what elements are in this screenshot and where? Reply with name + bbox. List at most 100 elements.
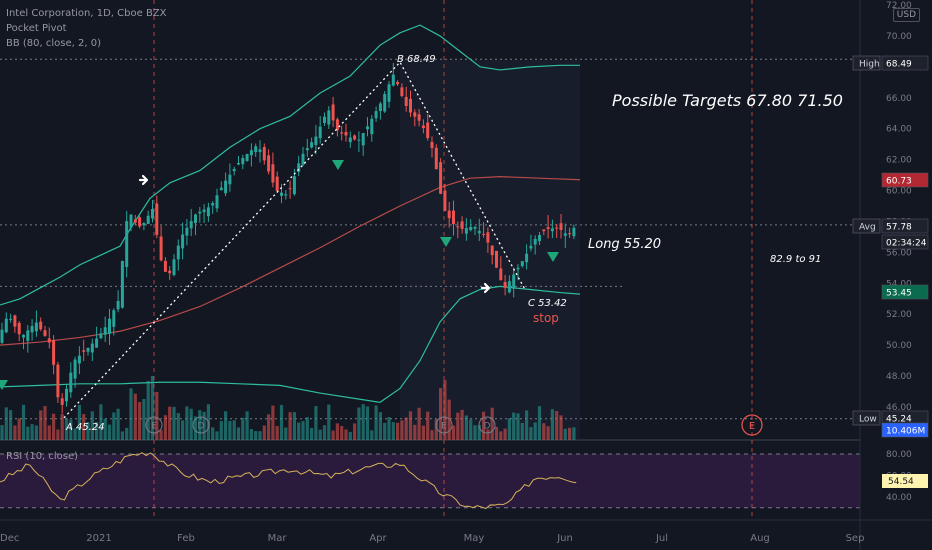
event-marker-icon[interactable] xyxy=(478,416,496,434)
volume-bar xyxy=(146,380,150,440)
price-label-box[interactable] xyxy=(881,55,929,71)
candle-body xyxy=(421,125,425,129)
candle-body xyxy=(284,194,288,196)
volume-bar xyxy=(499,431,503,440)
indicator-pocket-pivot[interactable]: Pocket Pivot xyxy=(6,23,67,34)
volume-bar xyxy=(254,431,258,440)
candle-body xyxy=(275,176,279,192)
price-label-value: 60.73 xyxy=(886,177,912,187)
currency-badge[interactable]: USD xyxy=(892,8,920,22)
candle-body xyxy=(47,338,51,343)
volume-bar xyxy=(150,375,155,440)
volume-bar xyxy=(305,417,309,440)
candle-body xyxy=(52,340,56,365)
candle-body xyxy=(39,321,43,330)
price-label-tag-text: High xyxy=(859,60,880,70)
candle-body xyxy=(443,190,447,211)
candle-body xyxy=(73,359,77,379)
event-marker-icon[interactable] xyxy=(192,416,210,434)
candle-body xyxy=(17,322,21,335)
candle-body xyxy=(387,84,391,102)
volume-bar xyxy=(172,406,176,440)
rsi-tick-label: 40.00 xyxy=(886,493,912,503)
volume-bar xyxy=(64,418,69,440)
candle-body xyxy=(112,310,116,327)
volume-bar xyxy=(279,404,284,440)
rsi-value: 54.54 xyxy=(888,477,914,487)
price-axis[interactable] xyxy=(860,0,932,550)
volume-bar xyxy=(335,423,339,440)
volume-bar xyxy=(133,393,137,440)
chart-legend: Intel Corporation, 1D, Cboe BZX Pocket P… xyxy=(6,6,167,51)
candle-body xyxy=(460,221,464,229)
volume-bar xyxy=(546,426,550,440)
candle-body xyxy=(249,150,253,156)
bb-line-upper-band xyxy=(0,24,580,306)
candle-body xyxy=(241,157,245,165)
candle-body xyxy=(305,148,309,151)
volume-bar xyxy=(155,391,159,440)
price-label-tag xyxy=(852,410,881,426)
volume-bar xyxy=(344,429,348,440)
price-label-box[interactable] xyxy=(881,172,929,188)
volume-bar xyxy=(426,411,430,440)
candle-body xyxy=(99,333,103,339)
volume-bar xyxy=(43,406,47,440)
volume-bar xyxy=(537,406,542,440)
volume-bar xyxy=(138,401,142,440)
volume-bar xyxy=(219,421,223,440)
volume-bar xyxy=(430,430,434,440)
candle-body xyxy=(503,281,507,288)
candle-body xyxy=(396,82,400,85)
price-tick-label: 64.00 xyxy=(886,125,912,135)
candle-body xyxy=(456,226,460,228)
event-marker-icon[interactable] xyxy=(145,416,163,434)
candle-body xyxy=(176,245,180,260)
candle-body xyxy=(477,230,481,234)
price-label-value: 57.78 xyxy=(886,223,912,233)
volume-bar xyxy=(525,410,529,440)
volume-bar xyxy=(434,419,438,440)
volume-bar xyxy=(507,418,511,440)
candle-body xyxy=(194,214,197,224)
price-label-box[interactable] xyxy=(881,234,929,250)
volume-bar xyxy=(142,398,146,440)
volume-bar xyxy=(387,417,391,440)
candle-body xyxy=(120,261,124,308)
volume-bar xyxy=(21,404,26,440)
volume-bar xyxy=(443,379,447,440)
volume-bar xyxy=(469,419,473,440)
symbol-title[interactable]: Intel Corporation, 1D, Cboe BZX xyxy=(6,8,167,19)
volume-bar xyxy=(361,404,365,440)
candle-body xyxy=(434,147,438,170)
volume-bar xyxy=(512,412,516,440)
volume-bar xyxy=(550,409,554,440)
candle-body xyxy=(146,215,150,224)
earnings-marker-icon[interactable] xyxy=(741,414,763,436)
annotation-point-a: A 45.24 xyxy=(65,422,105,433)
price-label-box[interactable] xyxy=(881,422,929,438)
indicator-bollinger[interactable]: BB (80, close, 2, 0) xyxy=(6,38,101,49)
candle-body xyxy=(142,223,146,226)
rsi-value-box[interactable] xyxy=(882,474,928,488)
rsi-line xyxy=(0,452,577,510)
candle-body xyxy=(357,139,361,141)
volume-bar xyxy=(275,426,279,440)
price-tick-label: 60.00 xyxy=(886,187,912,197)
volume-bar xyxy=(262,425,266,440)
volume-bar xyxy=(400,420,404,440)
candle-body xyxy=(60,398,64,405)
price-label-box[interactable] xyxy=(881,218,929,234)
volume-bar xyxy=(473,425,477,440)
event-marker-icon[interactable] xyxy=(435,416,453,434)
event-marker-label: E xyxy=(441,422,447,432)
candle-body xyxy=(155,203,159,235)
price-tick-label: 72.00 xyxy=(886,1,912,11)
volume-bar xyxy=(241,417,245,440)
volume-bar xyxy=(383,422,387,440)
volume-bar xyxy=(228,420,232,440)
candle-body xyxy=(391,74,395,86)
candle-body xyxy=(370,118,374,135)
price-label-box[interactable] xyxy=(881,284,929,300)
